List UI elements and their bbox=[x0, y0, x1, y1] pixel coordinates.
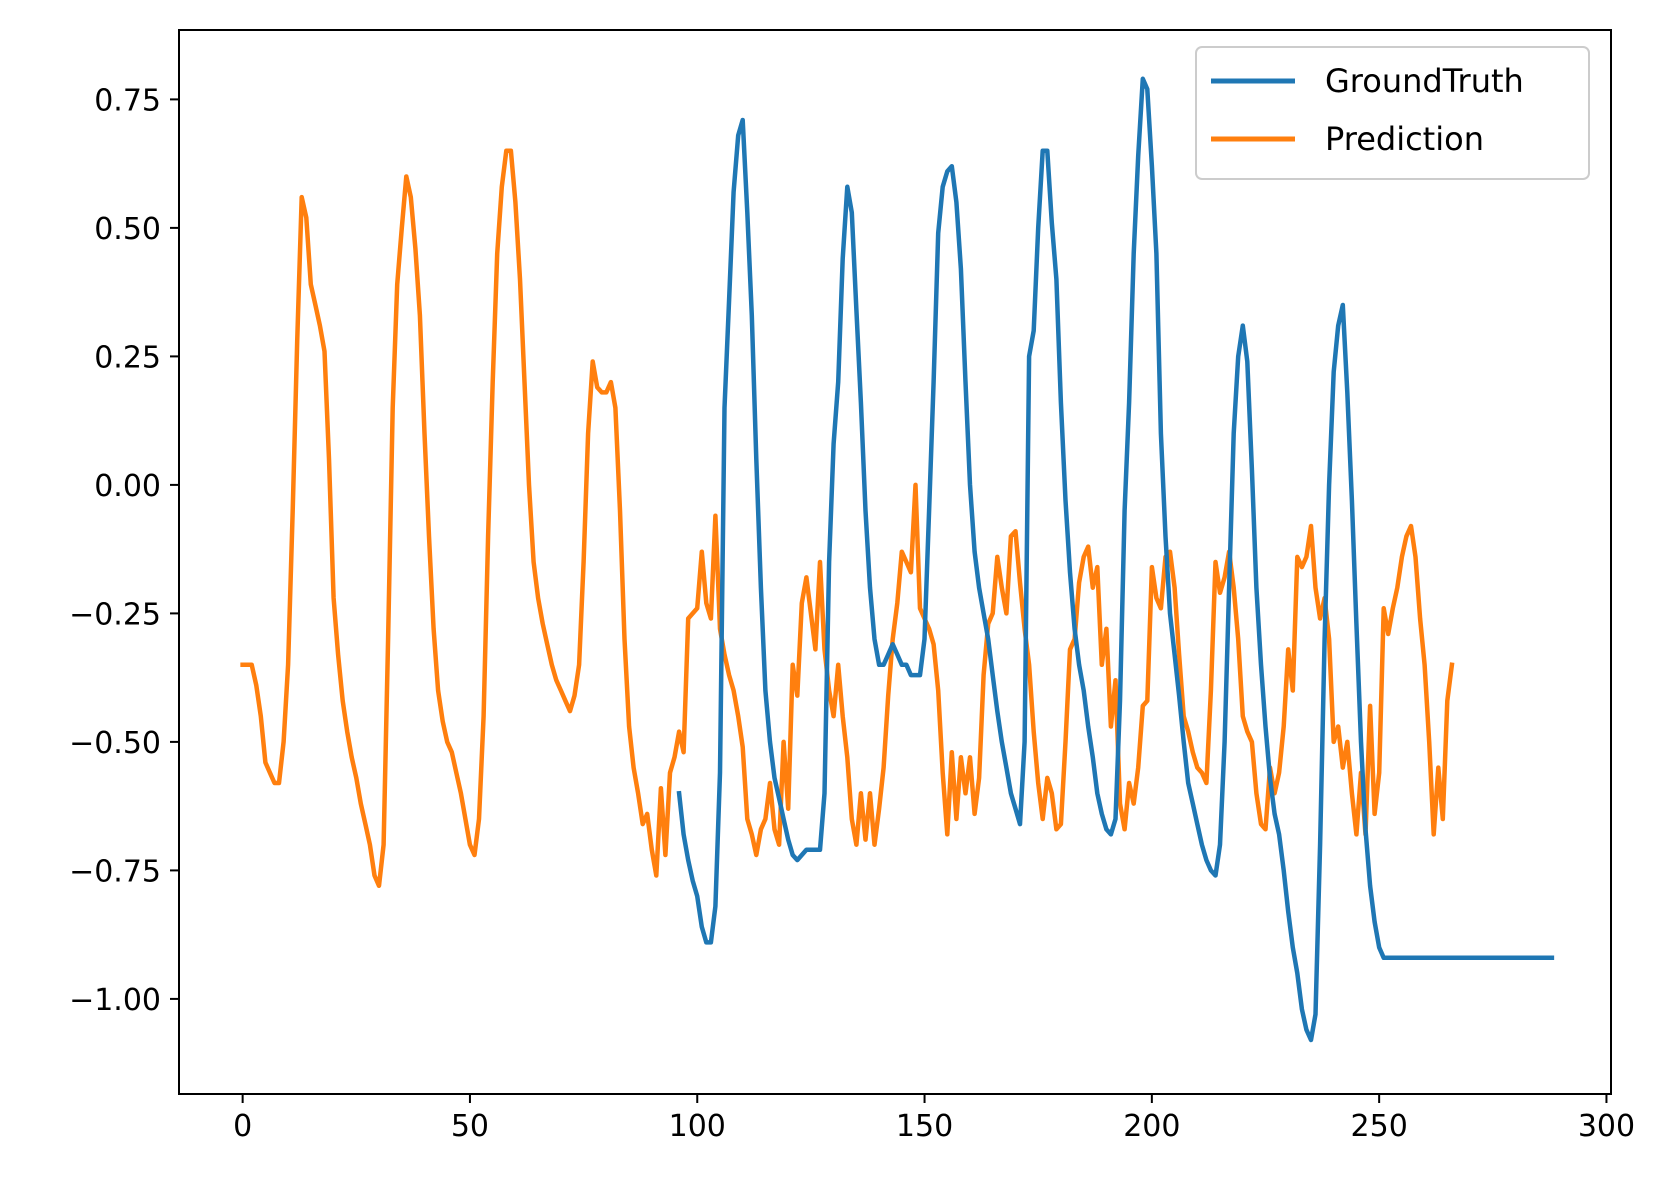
x-tick-label: 100 bbox=[669, 1109, 726, 1144]
y-tick-label: −1.00 bbox=[69, 983, 161, 1018]
x-tick-label: 50 bbox=[451, 1109, 489, 1144]
plot-frame bbox=[178, 29, 1612, 1095]
y-tick-label: −0.25 bbox=[69, 597, 161, 632]
y-tick-label: 0.50 bbox=[94, 212, 161, 247]
x-tick-label: 0 bbox=[233, 1109, 252, 1144]
series-layer bbox=[240, 76, 1555, 1043]
x-tick-label: 300 bbox=[1578, 1109, 1635, 1144]
y-tick-label: −0.50 bbox=[69, 726, 161, 761]
legend-label-prediction: Prediction bbox=[1325, 120, 1484, 158]
x-tick-label: 200 bbox=[1123, 1109, 1180, 1144]
legend-label-groundtruth: GroundTruth bbox=[1325, 62, 1524, 100]
series-line-groundtruth bbox=[676, 76, 1555, 1043]
y-tick-label: 0.25 bbox=[94, 340, 161, 375]
series-line-prediction bbox=[240, 148, 1455, 889]
y-tick-label: 0.00 bbox=[94, 469, 161, 504]
x-axis: 0 50 100 150 200 250 300 bbox=[233, 1094, 1635, 1144]
legend: GroundTruth Prediction bbox=[1195, 46, 1590, 180]
y-tick-label: −0.75 bbox=[69, 854, 161, 889]
x-tick-label: 150 bbox=[896, 1109, 953, 1144]
y-axis: 0.75 0.50 0.25 0.00 −0.25 −0.50 −0.75 −1.00 bbox=[69, 83, 179, 1018]
x-tick-label: 250 bbox=[1351, 1109, 1408, 1144]
y-tick-label: 0.75 bbox=[94, 83, 161, 118]
